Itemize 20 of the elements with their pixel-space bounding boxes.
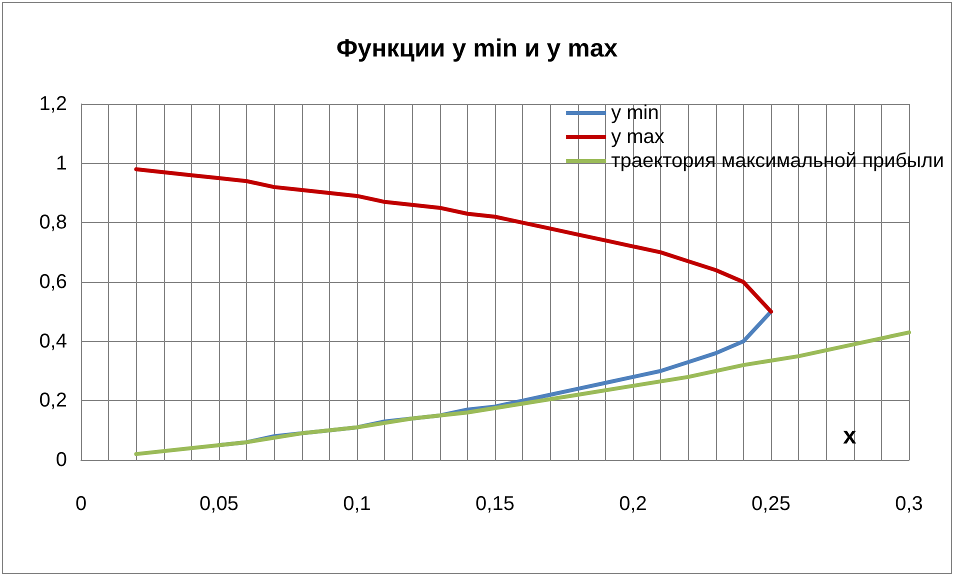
y-tick-label: 0,8 — [39, 212, 67, 234]
line-series — [134, 330, 911, 456]
x-tick-label: 0,25 — [752, 493, 790, 515]
y-tick-label: 1 — [56, 152, 67, 174]
chart-title: Функции y min и y max — [336, 34, 618, 62]
x-tick-label: 0,3 — [895, 493, 923, 515]
y-tick-label: 0,2 — [39, 390, 67, 412]
x-tick-label: 0,15 — [476, 493, 514, 515]
legend-label: y max — [611, 126, 664, 148]
x-tick-label: 0 — [75, 493, 87, 515]
y-tick-label: 0,6 — [39, 271, 67, 293]
y-tick-label: 1,2 — [39, 93, 67, 115]
x-axis-title: x — [843, 422, 858, 450]
x-tick-label: 0,05 — [200, 493, 238, 515]
x-tick-label: 0,1 — [343, 493, 371, 515]
x-tick-label: 0,2 — [619, 493, 647, 515]
legend-label: траектория максимальной прибыли — [611, 150, 944, 172]
y-tick-label: 0 — [56, 449, 67, 471]
y-tick-label: 0,4 — [39, 330, 67, 352]
legend-label: y min — [611, 102, 659, 124]
